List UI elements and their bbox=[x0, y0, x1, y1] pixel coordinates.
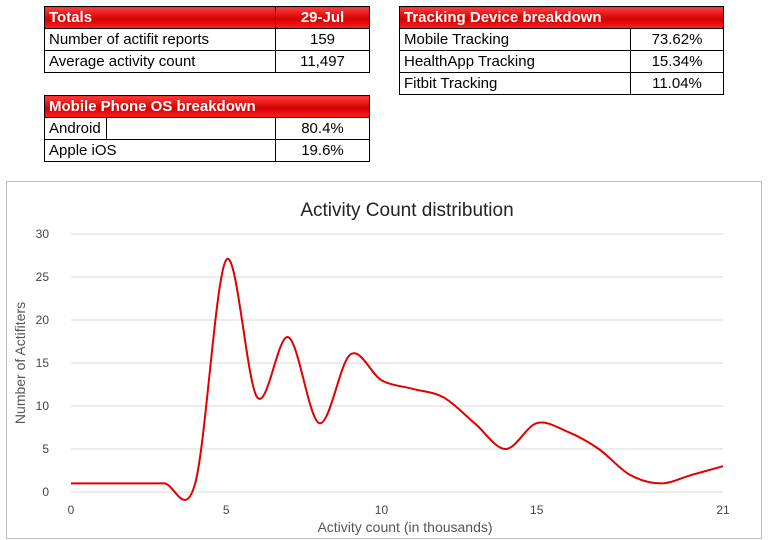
tracking-row-label: Fitbit Tracking bbox=[399, 72, 631, 95]
tracking-row-value: 15.34% bbox=[630, 50, 724, 73]
x-tick-label: 10 bbox=[375, 503, 389, 517]
activity-chart: Activity Count distribution 0 5 10 15 20 25 30 0… bbox=[6, 181, 762, 539]
os-row-label: Apple iOS bbox=[44, 139, 276, 162]
tracking-row-value: 11.04% bbox=[630, 72, 724, 95]
totals-header-row: Totals 29-Jul bbox=[44, 6, 370, 29]
table-row: Average activity count 11,497 bbox=[44, 50, 370, 73]
tracking-header-row: Tracking Device breakdown bbox=[399, 6, 724, 29]
chart-title: Activity Count distribution bbox=[300, 200, 513, 221]
tracking-header: Tracking Device breakdown bbox=[399, 6, 724, 29]
os-row-value: 80.4% bbox=[275, 117, 370, 140]
os-row-label: Android bbox=[44, 117, 107, 140]
os-header: Mobile Phone OS breakdown bbox=[44, 95, 370, 118]
totals-row-label: Number of actifit reports bbox=[44, 28, 276, 51]
x-tick-label: 5 bbox=[223, 503, 230, 517]
x-axis-label: Activity count (in thousands) bbox=[317, 519, 492, 535]
os-header-row: Mobile Phone OS breakdown bbox=[44, 95, 370, 118]
totals-row-label: Average activity count bbox=[44, 50, 276, 73]
y-tick-label: 30 bbox=[36, 227, 50, 241]
y-tick-label: 25 bbox=[36, 270, 50, 284]
y-axis-label: Number of Actifiters bbox=[12, 302, 28, 424]
x-tick-label: 15 bbox=[530, 503, 544, 517]
x-tick-label: 0 bbox=[68, 503, 75, 517]
totals-row-value: 11,497 bbox=[275, 50, 370, 73]
table-row: Number of actifit reports 159 bbox=[44, 28, 370, 51]
os-row-spacer bbox=[106, 117, 276, 140]
y-tick-label: 15 bbox=[36, 356, 50, 370]
y-tick-label: 20 bbox=[36, 313, 50, 327]
table-row: Android 80.4% bbox=[44, 117, 370, 140]
y-tick-label: 5 bbox=[42, 442, 49, 456]
totals-header-date: 29-Jul bbox=[275, 6, 370, 29]
tracking-row-value: 73.62% bbox=[630, 28, 724, 51]
tracking-table: Tracking Device breakdown Mobile Trackin… bbox=[399, 6, 724, 95]
x-tick-label: 21 bbox=[716, 503, 730, 517]
os-row-value: 19.6% bbox=[275, 139, 370, 162]
tracking-row-label: HealthApp Tracking bbox=[399, 50, 631, 73]
table-row: Fitbit Tracking 11.04% bbox=[399, 72, 724, 95]
totals-header-label: Totals bbox=[44, 6, 276, 29]
series-line bbox=[70, 257, 724, 501]
table-row: Apple iOS 19.6% bbox=[44, 139, 370, 162]
totals-table: Totals 29-Jul Number of actifit reports … bbox=[44, 6, 370, 73]
y-tick-label: 10 bbox=[36, 399, 50, 413]
table-row: HealthApp Tracking 15.34% bbox=[399, 50, 724, 73]
table-row: Mobile Tracking 73.62% bbox=[399, 28, 724, 51]
chart-svg: Activity Count distribution 0 5 10 15 20 25 30 0… bbox=[12, 200, 730, 535]
os-table: Mobile Phone OS breakdown Android 80.4% … bbox=[44, 95, 370, 162]
tracking-row-label: Mobile Tracking bbox=[399, 28, 631, 51]
y-tick-label: 0 bbox=[42, 485, 49, 499]
totals-row-value: 159 bbox=[275, 28, 370, 51]
